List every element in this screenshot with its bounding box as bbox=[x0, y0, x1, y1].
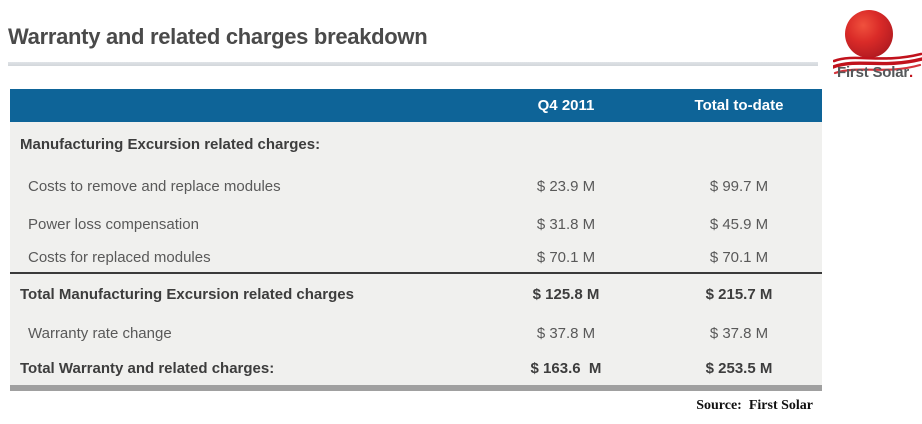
logo-wordmark: First Solar. bbox=[837, 64, 913, 81]
table-row-section: Manufacturing Excursion related charges: bbox=[10, 122, 822, 166]
table-body: Manufacturing Excursion related charges:… bbox=[10, 122, 822, 385]
charges-table: Q4 2011 Total to-date Manufacturing Excu… bbox=[10, 89, 822, 391]
table-row: Costs for replaced modules $ 70.1 M $ 70… bbox=[10, 243, 822, 272]
row-q4-value: $ 163.6 M bbox=[530, 360, 602, 377]
logo-sun-icon bbox=[845, 10, 893, 58]
row-total-value: $ 70.1 M bbox=[709, 249, 769, 266]
separator-line bbox=[10, 272, 822, 274]
row-q4-value: $ 37.8 M bbox=[536, 324, 596, 342]
table-bottom-shadow bbox=[10, 385, 822, 391]
row-total-value: $ 45.9 M bbox=[709, 216, 769, 233]
header-q4-2011: Q4 2011 bbox=[537, 97, 595, 114]
row-total-value: $ 37.8 M bbox=[709, 324, 769, 342]
row-label: Power loss compensation bbox=[28, 216, 199, 233]
row-total-value: $ 99.7 M bbox=[709, 177, 769, 195]
table-row-total: Total Warranty and related charges: $ 16… bbox=[10, 352, 822, 385]
row-total-value: $ 215.7 M bbox=[705, 285, 773, 303]
row-label: Total Warranty and related charges: bbox=[20, 360, 275, 377]
source-note: Source: First Solar bbox=[696, 398, 813, 413]
row-label: Warranty rate change bbox=[28, 324, 172, 342]
row-label: Manufacturing Excursion related charges: bbox=[20, 135, 321, 153]
row-label: Total Manufacturing Excursion related ch… bbox=[20, 285, 354, 303]
first-solar-logo: First Solar. bbox=[833, 6, 922, 86]
row-q4-value: $ 70.1 M bbox=[536, 249, 596, 266]
logo-period: . bbox=[909, 64, 913, 81]
table-header-row: Q4 2011 Total to-date bbox=[10, 89, 822, 122]
title-underline bbox=[8, 62, 818, 66]
table-row-total: Total Manufacturing Excursion related ch… bbox=[10, 274, 822, 314]
logo-wordmark-text: First Solar bbox=[837, 64, 909, 81]
logo-waves-icon bbox=[833, 52, 922, 75]
row-label: Costs to remove and replace modules bbox=[28, 177, 281, 195]
row-total-value: $ 253.5 M bbox=[705, 360, 773, 377]
row-label: Costs for replaced modules bbox=[28, 249, 211, 266]
table-row: Warranty rate change $ 37.8 M $ 37.8 M bbox=[10, 314, 822, 352]
page-title: Warranty and related charges breakdown bbox=[8, 24, 428, 49]
table-row: Costs to remove and replace modules $ 23… bbox=[10, 166, 822, 206]
table-row: Power loss compensation $ 31.8 M $ 45.9 … bbox=[10, 206, 822, 243]
row-q4-value: $ 23.9 M bbox=[536, 177, 596, 195]
row-q4-value: $ 31.8 M bbox=[536, 216, 596, 233]
header-total-to-date: Total to-date bbox=[694, 97, 784, 114]
row-q4-value: $ 125.8 M bbox=[532, 285, 600, 303]
